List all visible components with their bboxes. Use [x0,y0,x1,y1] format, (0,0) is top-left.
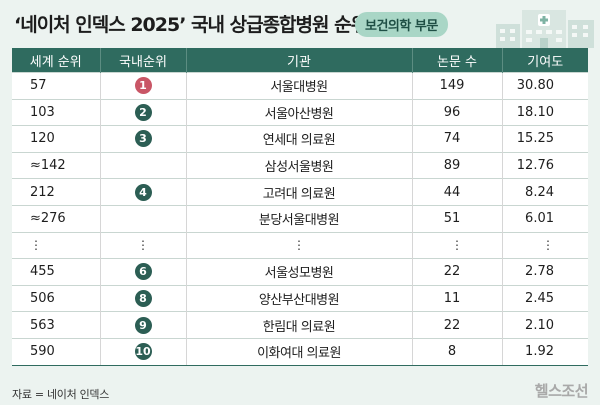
table-row-ellipsis: ⋮ ⋮ ⋮ ⋮ ⋮ [12,231,588,259]
table-row: 120 3 연세대 의료원 74 15.25 [12,125,588,153]
domestic-rank-badge: 8 [134,290,152,308]
institution: 양산부산대병원 [185,284,412,312]
world-rank: 563 [12,311,100,339]
institution: 서울성모병원 [185,258,412,286]
domestic-rank-cell: 8 [99,284,186,312]
table-header-row: 세계 순위 국내순위 기관 논문 수 기여도 [12,48,588,73]
table-bottom-rule [12,364,588,366]
paper-count: 51 [411,204,502,233]
domestic-rank-badge: 6 [134,263,152,281]
table-row: ≈276 분당서울대병원 51 6.01 [12,204,588,233]
column-header-world-rank: 세계 순위 [12,48,100,73]
contribution: 2.78 [501,258,588,286]
world-rank: 120 [12,125,100,153]
contribution: 2.10 [501,311,588,339]
institution: 고려대 의료원 [185,178,412,206]
table-row: 563 9 한림대 의료원 22 2.10 [12,311,588,339]
domestic-rank-cell: 10 [99,337,186,365]
domestic-rank-cell: 3 [99,125,186,153]
domestic-rank-badge: 3 [134,130,152,148]
institution: 연세대 의료원 [185,125,412,153]
paper-count: 74 [411,125,502,153]
ellipsis: ⋮ [12,231,100,259]
column-header-domestic-rank: 국내순위 [99,48,186,73]
paper-count: 149 [411,72,502,100]
domestic-rank-cell: 6 [99,258,186,286]
ranking-table: 세계 순위 국내순위 기관 논문 수 기여도 57 1 서울대병원 149 30… [12,48,588,366]
institution: 이화여대 의료원 [185,337,412,365]
world-rank: 103 [12,98,100,126]
institution: 서울대병원 [185,72,412,100]
domestic-rank-badge: 1 [134,77,152,95]
contribution: 8.24 [501,178,588,206]
institution: 삼성서울병원 [185,151,412,179]
institution: 서울아산병원 [185,98,412,126]
domestic-rank-cell [99,151,186,179]
table-row: 57 1 서울대병원 149 30.80 [12,72,588,100]
contribution: 30.80 [501,72,588,100]
contribution: 12.76 [501,151,588,179]
domestic-rank-badge: 4 [134,183,152,201]
world-rank: 57 [12,72,100,100]
contribution: 15.25 [501,125,588,153]
ellipsis: ⋮ [501,231,588,259]
domestic-rank-cell: 9 [99,311,186,339]
contribution: 18.10 [501,98,588,126]
column-header-contribution: 기여도 [501,48,588,73]
paper-count: 44 [411,178,502,206]
table-row: 103 2 서울아산병원 96 18.10 [12,98,588,126]
table-row: ≈142 삼성서울병원 89 12.76 [12,151,588,179]
column-header-institution: 기관 [185,48,412,73]
paper-count: 89 [411,151,502,179]
table-row: 212 4 고려대 의료원 44 8.24 [12,178,588,206]
table-row: 506 8 양산부산대병원 11 2.45 [12,284,588,312]
world-rank: ≈276 [12,204,100,233]
world-rank: 506 [12,284,100,312]
page-title: ‘네이처 인덱스 2025’ 국내 상급종합병원 순위 [14,14,368,36]
institution: 분당서울대병원 [185,204,412,233]
world-rank: 590 [12,337,100,365]
paper-count: 22 [411,258,502,286]
publisher-logo: 헬스조선 [534,382,589,400]
domestic-rank-cell [99,204,186,233]
column-header-papers: 논문 수 [411,48,502,73]
hospital-building-icon [496,10,594,48]
domestic-rank-badge: 9 [134,316,152,334]
source-note: 자료 = 네이처 인덱스 [12,388,110,401]
table-row: 590 10 이화여대 의료원 8 1.92 [12,337,588,365]
table-row: 455 6 서울성모병원 22 2.78 [12,258,588,286]
domestic-rank-cell: 2 [99,98,186,126]
world-rank: 455 [12,258,100,286]
world-rank: 212 [12,178,100,206]
domestic-rank-cell: 4 [99,178,186,206]
header: ‘네이처 인덱스 2025’ 국내 상급종합병원 순위 보건의학 부문 [0,0,600,48]
ellipsis: ⋮ [99,231,186,259]
paper-count: 8 [411,337,502,365]
category-badge: 보건의학 부문 [355,12,448,37]
contribution: 2.45 [501,284,588,312]
ellipsis: ⋮ [411,231,502,259]
paper-count: 11 [411,284,502,312]
domestic-rank-cell: 1 [99,72,186,100]
paper-count: 22 [411,311,502,339]
paper-count: 96 [411,98,502,126]
ellipsis: ⋮ [185,231,412,259]
institution: 한림대 의료원 [185,311,412,339]
domestic-rank-badge: 10 [134,343,152,361]
contribution: 1.92 [501,337,588,365]
contribution: 6.01 [501,204,588,233]
world-rank: ≈142 [12,151,100,179]
domestic-rank-badge: 2 [134,103,152,121]
